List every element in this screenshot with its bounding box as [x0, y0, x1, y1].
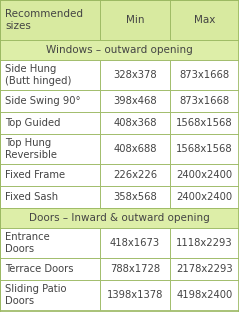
- Text: 398x468: 398x468: [113, 96, 157, 106]
- Text: Min: Min: [126, 15, 144, 25]
- Bar: [0, 60, 100, 90]
- Bar: [0, 280, 100, 310]
- Text: 1118x2293: 1118x2293: [176, 238, 233, 248]
- Text: Recommended
sizes: Recommended sizes: [5, 9, 83, 31]
- Text: 1398x1378: 1398x1378: [107, 290, 163, 300]
- Bar: [0, 40, 239, 60]
- Text: Terrace Doors: Terrace Doors: [5, 264, 74, 274]
- Bar: [170, 134, 239, 164]
- Text: Doors – Inward & outward opening: Doors – Inward & outward opening: [29, 213, 210, 223]
- Bar: [170, 186, 239, 208]
- Text: Fixed Frame: Fixed Frame: [5, 170, 65, 180]
- Bar: [0, 134, 100, 164]
- Bar: [170, 228, 239, 258]
- Bar: [100, 280, 170, 310]
- Bar: [170, 258, 239, 280]
- Bar: [100, 112, 170, 134]
- Bar: [170, 90, 239, 112]
- Text: 873x1668: 873x1668: [179, 96, 230, 106]
- Text: Side Hung
(Butt hinged): Side Hung (Butt hinged): [5, 64, 71, 86]
- Bar: [170, 0, 239, 40]
- Bar: [100, 90, 170, 112]
- Bar: [0, 208, 239, 228]
- Text: Max: Max: [194, 15, 215, 25]
- Text: 1568x1568: 1568x1568: [176, 118, 233, 128]
- Text: Side Swing 90°: Side Swing 90°: [5, 96, 81, 106]
- Text: 418x1673: 418x1673: [110, 238, 160, 248]
- Text: 2400x2400: 2400x2400: [176, 192, 233, 202]
- Text: 408x368: 408x368: [113, 118, 157, 128]
- Bar: [100, 164, 170, 186]
- Bar: [170, 164, 239, 186]
- Text: Entrance
Doors: Entrance Doors: [5, 232, 50, 254]
- Bar: [100, 186, 170, 208]
- Text: 328x378: 328x378: [113, 70, 157, 80]
- Bar: [100, 258, 170, 280]
- Text: Fixed Sash: Fixed Sash: [5, 192, 58, 202]
- Text: Top Hung
Reversible: Top Hung Reversible: [5, 138, 57, 160]
- Bar: [0, 228, 100, 258]
- Text: 408x688: 408x688: [113, 144, 157, 154]
- Text: 788x1728: 788x1728: [110, 264, 160, 274]
- Bar: [100, 228, 170, 258]
- Bar: [0, 258, 100, 280]
- Bar: [0, 90, 100, 112]
- Text: 226x226: 226x226: [113, 170, 157, 180]
- Text: 4198x2400: 4198x2400: [176, 290, 233, 300]
- Text: Windows – outward opening: Windows – outward opening: [46, 45, 193, 55]
- Bar: [0, 164, 100, 186]
- Bar: [100, 134, 170, 164]
- Text: 2178x2293: 2178x2293: [176, 264, 233, 274]
- Bar: [100, 60, 170, 90]
- Bar: [100, 0, 170, 40]
- Bar: [0, 186, 100, 208]
- Text: Sliding Patio
Doors: Sliding Patio Doors: [5, 284, 66, 306]
- Text: 1568x1568: 1568x1568: [176, 144, 233, 154]
- Bar: [170, 280, 239, 310]
- Text: Top Guided: Top Guided: [5, 118, 60, 128]
- Bar: [170, 60, 239, 90]
- Text: 873x1668: 873x1668: [179, 70, 230, 80]
- Text: 2400x2400: 2400x2400: [176, 170, 233, 180]
- Text: 358x568: 358x568: [113, 192, 157, 202]
- Bar: [0, 112, 100, 134]
- Bar: [0, 0, 100, 40]
- Bar: [170, 112, 239, 134]
